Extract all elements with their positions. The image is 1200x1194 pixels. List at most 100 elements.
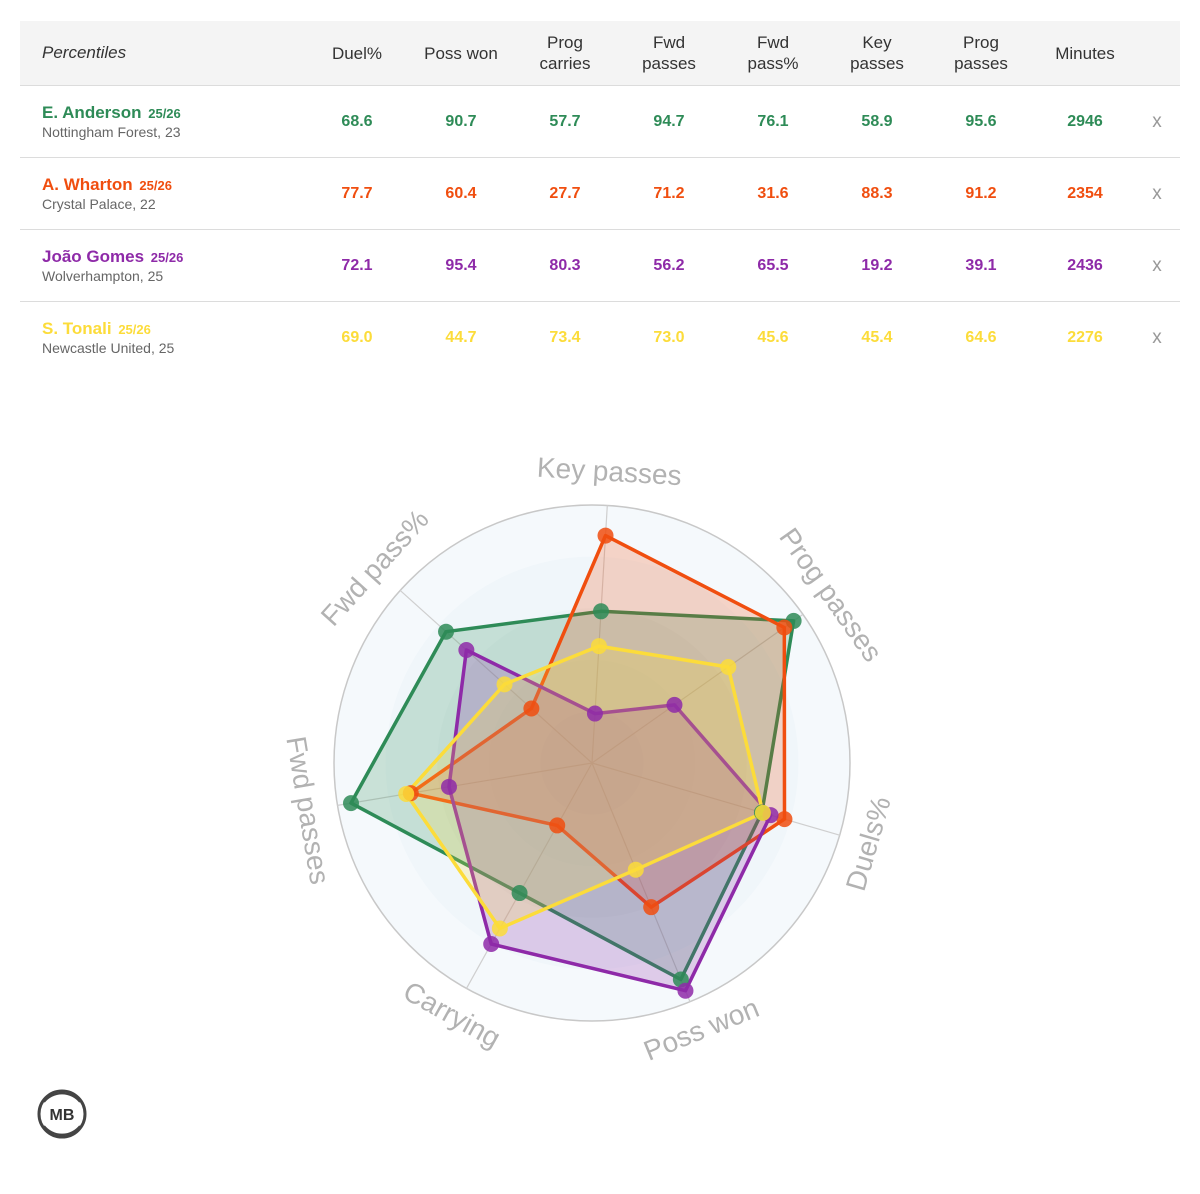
player-name: S. Tonali (42, 318, 112, 338)
player-name: A. Wharton (42, 174, 133, 194)
column-header: Key passes (825, 32, 929, 74)
radar-point (438, 623, 455, 640)
radar-point (342, 795, 359, 812)
player-season: 25/26 (150, 249, 184, 265)
radar-point (720, 658, 737, 675)
remove-player-button[interactable]: x (1152, 182, 1162, 204)
player-row: A. Wharton 25/26 Crystal Palace, 22 77.7 60… (20, 158, 1180, 230)
column-header: Prog passes (929, 32, 1033, 74)
stat-cell: 91.2 (965, 184, 997, 202)
column-header: Duel% (305, 43, 409, 64)
radar-point (483, 935, 500, 952)
player-club: Nottingham Forest, 23 (42, 123, 181, 140)
player-name-line: E. Anderson 25/26 (42, 103, 305, 124)
stat-cell: 2436 (1067, 256, 1103, 274)
radar-point (677, 982, 694, 999)
player-club: Crystal Palace, 22 (42, 195, 156, 212)
column-header: Fwd passes (617, 32, 721, 74)
column-header-line: Prog (547, 33, 583, 52)
stat-cell: 76.1 (757, 112, 789, 130)
player-club: Wolverhampton, 25 (42, 267, 164, 284)
stat-cell: 90.7 (445, 112, 477, 130)
stat-cell: 2354 (1067, 184, 1103, 202)
radar-spoke (399, 590, 593, 764)
stat-cell: 2946 (1067, 112, 1103, 130)
column-header-line: passes (642, 54, 696, 73)
radar-point (627, 861, 644, 878)
radar-point (398, 785, 415, 802)
column-header-line: carries (539, 54, 591, 73)
stat-cell: 88.3 (861, 184, 893, 202)
radar-spoke (591, 762, 691, 1002)
stat-cell: 45.4 (861, 328, 893, 346)
column-header-line: Minutes (1055, 43, 1115, 63)
player-info: João Gomes 25/26 Wolverhampton, 25 (20, 247, 305, 285)
radar-point (597, 527, 614, 544)
radar-point (590, 638, 607, 655)
stat-cell: 58.9 (861, 112, 893, 130)
radar-series-area (409, 533, 787, 909)
remove-player-button[interactable]: x (1152, 110, 1162, 132)
radar-point (491, 920, 508, 937)
stat-cell: 72.1 (341, 256, 373, 274)
stat-cell: 39.1 (965, 256, 997, 274)
stat-cell: 65.5 (757, 256, 789, 274)
header-percentiles: Percentiles (42, 43, 127, 62)
player-row: E. Anderson 25/26 Nottingham Forest, 23 68… (20, 86, 1180, 158)
radar-point (666, 696, 683, 713)
radar-axis-label: Key passes (536, 452, 682, 492)
stat-cell: 73.4 (549, 328, 581, 346)
stat-cell: 56.2 (653, 256, 685, 274)
stat-cell: 45.6 (757, 328, 789, 346)
radar-point (496, 676, 513, 693)
stat-cell: 31.6 (757, 184, 789, 202)
player-row: João Gomes 25/26 Wolverhampton, 25 72.1 95.… (20, 230, 1180, 302)
radar-spoke (591, 613, 804, 764)
stat-cell: 69.0 (341, 328, 373, 346)
column-header: Prog carries (513, 32, 617, 74)
radar-series-area (404, 644, 765, 931)
radar-point (643, 899, 660, 916)
remove-player-button[interactable]: x (1152, 254, 1162, 276)
radar-outer-ring (333, 504, 851, 1022)
radar-point (593, 603, 610, 620)
stat-cell: 94.7 (653, 112, 685, 130)
stat-cell: 57.7 (549, 112, 581, 130)
radar-point (511, 885, 528, 902)
column-header-line: Poss won (424, 43, 498, 63)
stat-cell: 95.4 (445, 256, 477, 274)
radar-point (586, 705, 603, 722)
player-season: 25/26 (148, 105, 181, 121)
logo-text: MB (50, 1107, 75, 1124)
column-header-line: Duel% (331, 43, 383, 63)
table-header: Percentiles Duel% Poss won Prog carries Fwd p… (20, 21, 1180, 86)
column-header-line: Fwd (652, 33, 686, 52)
radar-point (549, 817, 566, 834)
player-club: Newcastle United, 25 (42, 339, 175, 356)
radar-series-area (447, 648, 773, 993)
column-header: Fwd pass% (721, 32, 825, 74)
stat-cell: 77.7 (341, 184, 373, 202)
stat-cell: 60.4 (445, 184, 477, 202)
radar-axis-label: Fwd passes (280, 734, 335, 886)
player-row: S. Tonali 25/26 Newcastle United, 25 69.0 4… (20, 302, 1180, 373)
player-season: 25/26 (118, 321, 151, 337)
stat-cell: 64.6 (965, 328, 997, 346)
column-header-line: Prog (963, 33, 999, 52)
stat-cell: 27.7 (549, 184, 581, 202)
radar-axis-label: Duels% (840, 793, 897, 894)
radar-spoke (591, 762, 840, 836)
column-header: Poss won (409, 43, 513, 64)
player-name-line: A. Wharton 25/26 (42, 175, 305, 196)
player-info: A. Wharton 25/26 Crystal Palace, 22 (20, 175, 305, 213)
stat-cell: 73.0 (653, 328, 685, 346)
player-name-line: S. Tonali 25/26 (42, 319, 305, 340)
mb-logo: MB (37, 1089, 87, 1139)
column-header: Minutes (1033, 43, 1137, 64)
radar-point (458, 641, 475, 658)
radar-point (776, 619, 793, 636)
player-name-line: João Gomes 25/26 (42, 247, 305, 268)
column-header-line: pass% (747, 54, 799, 73)
remove-player-button[interactable]: x (1152, 326, 1162, 348)
stat-cell: 80.3 (549, 256, 581, 274)
